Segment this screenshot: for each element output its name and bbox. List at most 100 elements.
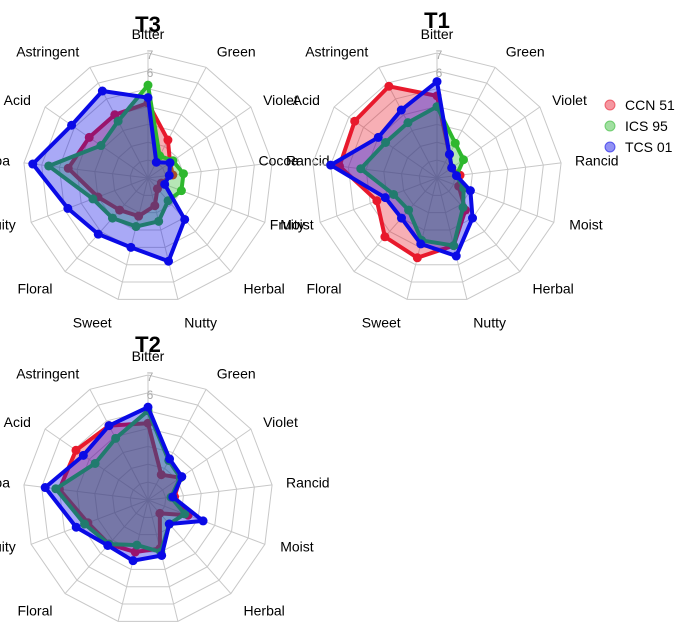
grid-ring — [76, 428, 220, 570]
data-point-tcs-01-green — [444, 149, 454, 159]
data-point-tcs-01-violet — [177, 472, 187, 482]
data-point-tcs-01-nutty — [164, 256, 174, 266]
data-point-ccn-51-acid — [350, 116, 360, 126]
data-point-tcs-01-astringent — [97, 86, 107, 96]
grid-spoke — [44, 106, 149, 179]
tick-label: 6 — [147, 388, 154, 402]
grid-spoke — [436, 67, 496, 179]
axis-label-fruity: Fruity — [270, 217, 305, 233]
legend-swatch-ics-95 — [604, 120, 616, 132]
axis-label-nutty: Nutty — [184, 636, 217, 640]
axis-label-violet: Violet — [263, 414, 298, 430]
tick-label: 6 — [147, 66, 154, 80]
data-point-ics-95-moist — [176, 186, 186, 196]
series-area-tcs-01 — [30, 89, 187, 264]
axis-label-astringent: Astringent — [16, 365, 79, 381]
grid-ring — [58, 88, 238, 266]
grid-spoke — [147, 106, 252, 179]
data-point-ccn-51-nutty — [150, 201, 160, 211]
grid-spoke — [117, 177, 149, 300]
data-point-tcs-01-green — [165, 454, 175, 464]
axis-label-floral: Floral — [17, 280, 52, 296]
data-point-ics-95-nutty — [154, 216, 164, 226]
panel-title: T1 — [424, 8, 450, 33]
axis-label-astringent: Astringent — [16, 43, 79, 59]
data-point-ccn-51-acid — [71, 445, 81, 455]
axis-label-rancid: Rancid — [575, 152, 619, 168]
radar-panel-t1: T1 7 6 Bitter Green Violet Rancid Moist Herbal Nu… — [259, 8, 619, 331]
grid-ring — [312, 52, 562, 300]
grid-spoke — [436, 177, 468, 300]
data-point-ics-95-sweet — [131, 222, 141, 232]
data-point-ccn-51-floral — [380, 232, 390, 242]
series-tcs-01 — [40, 402, 208, 566]
data-point-tcs-01-fruity — [63, 203, 73, 213]
grid-ring — [330, 70, 544, 283]
data-point-ics-95-fruity — [389, 189, 399, 199]
data-point-ccn-51-sweet — [134, 211, 144, 221]
data-point-ccn-51-acid — [84, 132, 94, 142]
axis-label-herbal: Herbal — [244, 280, 285, 296]
data-point-ics-95-bitter — [143, 80, 153, 90]
data-point-tcs-01-green — [151, 157, 161, 167]
axis-label-violet: Violet — [263, 92, 298, 108]
axis-label-moist: Moist — [569, 217, 603, 233]
data-point-ics-95-acid — [96, 141, 106, 151]
legend-label-ics-95: ICS 95 — [625, 118, 668, 134]
grid-spoke — [436, 177, 521, 272]
data-point-tcs-01-nutty — [157, 550, 167, 560]
grid-spoke — [147, 389, 207, 501]
grid-ring — [23, 374, 273, 622]
data-point-ccn-51-green — [163, 135, 173, 145]
grid-ring — [94, 123, 202, 231]
grid-spoke — [147, 177, 179, 300]
data-point-ics-95-rancid — [178, 169, 188, 179]
axis-label-nutty: Nutty — [184, 314, 217, 330]
data-point-tcs-01-acid — [78, 450, 88, 460]
data-point-tcs-01-cocoa — [28, 159, 38, 169]
data-point-tcs-01-rancid — [168, 492, 178, 502]
data-point-ics-95-astringent — [403, 118, 413, 128]
data-point-tcs-01-astringent — [396, 105, 406, 115]
legend-swatch-ccn-51 — [604, 99, 616, 111]
data-point-tcs-01-fruity — [380, 193, 390, 203]
grid-ring — [23, 52, 273, 300]
panel-title: T2 — [135, 332, 161, 357]
axis-label-herbal: Herbal — [244, 602, 285, 618]
data-point-ics-95-fruity — [80, 519, 90, 529]
axis-label-cocoa: Cocoa — [259, 152, 300, 168]
axis-label-floral: Floral — [306, 280, 341, 296]
data-point-tcs-01-acid — [67, 120, 77, 130]
data-point-ics-95-astringent — [113, 116, 123, 126]
axis-label-moist: Moist — [280, 217, 314, 233]
axis-label-bitter: Bitter — [421, 26, 454, 42]
tick-label: 6 — [436, 66, 443, 80]
data-point-ccn-51-cocoa — [63, 163, 73, 173]
grid-spoke — [64, 177, 149, 272]
data-point-ccn-51-herbal — [152, 184, 162, 194]
legend-label-tcs-01: TCS 01 — [625, 139, 673, 155]
grid-spoke — [89, 389, 149, 501]
axis-label-sweet: Sweet — [73, 636, 112, 640]
axis-label-rancid: Rancid — [286, 474, 330, 490]
data-point-tcs-01-moist — [465, 186, 475, 196]
data-point-ics-95-acid — [90, 458, 100, 468]
axis-label-herbal: Herbal — [533, 280, 574, 296]
panel-title: T3 — [135, 12, 161, 37]
grid-spoke — [147, 177, 232, 272]
series-ccn-51 — [54, 418, 193, 557]
axis-label-floral: Floral — [17, 602, 52, 618]
axis-label-acid: Acid — [4, 92, 31, 108]
data-point-tcs-01-bitter — [143, 93, 153, 103]
data-point-tcs-01-bitter — [143, 402, 153, 412]
data-point-tcs-01-rancid — [452, 171, 461, 181]
axis-label-sweet: Sweet — [73, 314, 112, 330]
data-point-ics-95-cocoa — [44, 161, 54, 171]
axis-label-cocoa: Cocoa — [0, 152, 10, 168]
tick-label: 7 — [147, 370, 154, 384]
data-point-ics-95-floral — [404, 205, 414, 215]
grid-ring — [129, 481, 167, 518]
radar-panel-t3: T3 7 6 Bitter Green Violet Rancid Moist Herbal Nu… — [0, 12, 330, 331]
axis-label-acid: Acid — [4, 414, 31, 430]
data-point-tcs-01-sweet — [126, 242, 136, 252]
